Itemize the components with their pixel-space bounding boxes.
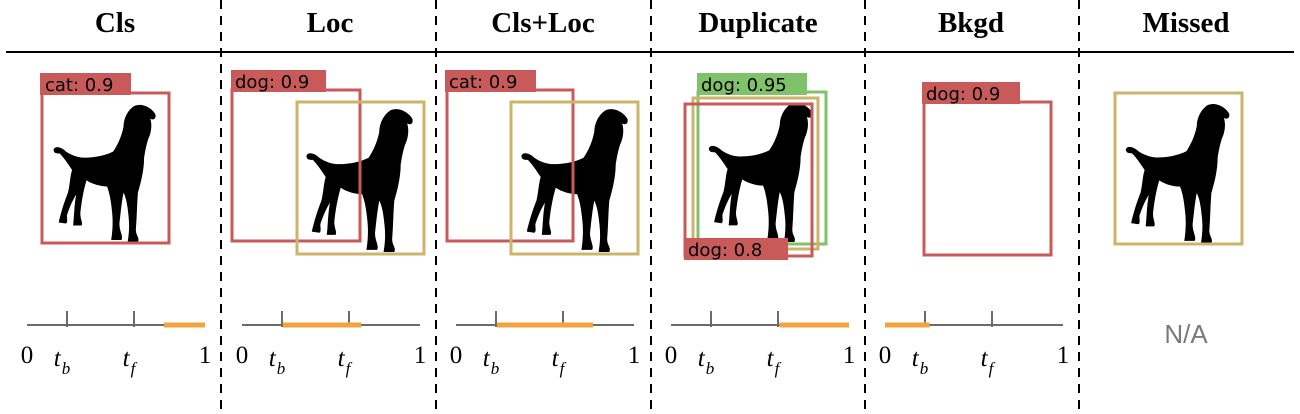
label-tag xyxy=(445,70,536,92)
label-tag xyxy=(40,73,131,95)
column-title-cls: Cls xyxy=(95,7,135,39)
dog-silhouette-icon xyxy=(1125,103,1230,243)
axis-label-tf: tf xyxy=(767,345,782,378)
axis-label-one: 1 xyxy=(199,342,212,369)
predicted-box xyxy=(922,100,1053,257)
axis-label-tb: tb xyxy=(269,345,285,378)
axis-label-zero: 0 xyxy=(450,342,463,369)
label-tag xyxy=(231,70,326,92)
column-title-duplicate: Duplicate xyxy=(698,7,817,39)
axis-label-tb: tb xyxy=(698,345,714,378)
label-tag xyxy=(697,73,807,95)
axis-label-one: 1 xyxy=(1057,342,1070,369)
axis-label-one: 1 xyxy=(843,342,856,369)
not-applicable-label: N/A xyxy=(1164,319,1208,349)
axis-label-zero: 0 xyxy=(665,342,678,369)
column-title-missed: Missed xyxy=(1143,7,1230,39)
axis-label-one: 1 xyxy=(414,342,427,369)
predicted-label: dog: 0.9 xyxy=(235,72,309,93)
label-tag xyxy=(684,238,788,260)
duplicate-label: dog: 0.95 xyxy=(701,75,787,96)
panel-duplicate: dog: 0.95 dog: 0.8 xyxy=(683,73,828,261)
predicted-label: cat: 0.9 xyxy=(45,75,113,96)
predicted-label: dog: 0.9 xyxy=(926,84,1000,105)
predicted-label: cat: 0.9 xyxy=(449,72,517,93)
column-title-cls-loc: Cls+Loc xyxy=(491,7,595,39)
dog-silhouette-icon xyxy=(53,104,156,242)
dog-silhouette-icon xyxy=(521,109,628,252)
axis-label-tb: tb xyxy=(912,345,928,378)
label-tag xyxy=(922,82,1020,104)
panel-cls: cat: 0.9 xyxy=(40,73,171,245)
axis-label-tb: tb xyxy=(483,345,499,378)
column-title-bkgd: Bkgd xyxy=(938,7,1004,39)
axis-label-tf: tf xyxy=(338,345,353,378)
predicted-label: dog: 0.8 xyxy=(688,240,762,261)
axis-label-tf: tf xyxy=(123,345,138,378)
panel-cls-loc: cat: 0.9 xyxy=(445,70,640,256)
ground-truth-box xyxy=(295,100,426,256)
axis-label-zero: 0 xyxy=(236,342,249,369)
column-title-loc: Loc xyxy=(307,7,354,39)
panel-missed xyxy=(1113,91,1244,246)
axis-label-tf: tf xyxy=(981,345,996,378)
panel-loc: dog: 0.9 xyxy=(230,70,426,256)
axis-label-one: 1 xyxy=(628,342,641,369)
axis-label-tf: tf xyxy=(552,345,567,378)
axis-label-tb: tb xyxy=(54,345,70,378)
panel-bkgd: dog: 0.9 xyxy=(922,82,1053,257)
axis-label-zero: 0 xyxy=(21,342,34,369)
threshold-scales: 0 1tb tf 0 1tb tf 0 1tb tf 0 1tb tf 0 1tb tf xyxy=(21,311,1070,378)
column-separators xyxy=(220,0,1080,414)
axis-label-zero: 0 xyxy=(879,342,892,369)
ground-truth-box xyxy=(1113,91,1244,246)
dog-silhouette-icon xyxy=(708,102,813,242)
ground-truth-box xyxy=(509,100,640,256)
